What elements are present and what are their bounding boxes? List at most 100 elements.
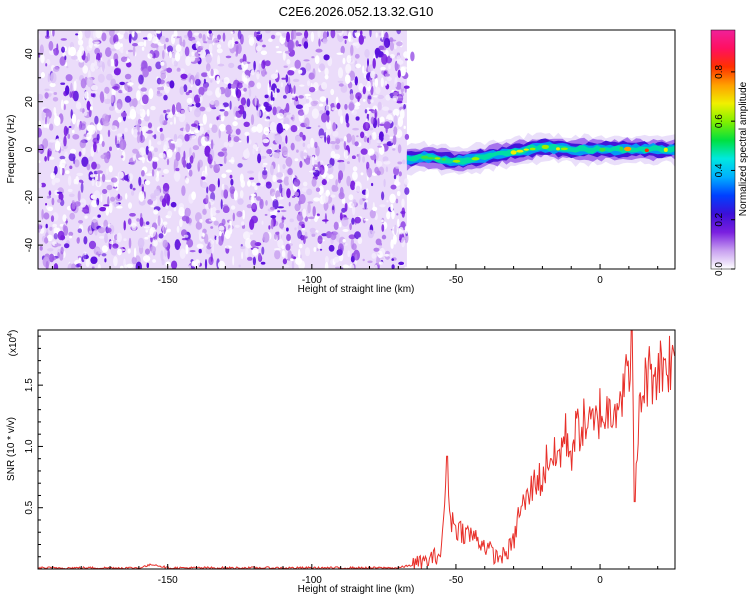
spectrogram-noise-cell — [148, 139, 152, 148]
spectrogram-noise-cell — [223, 77, 230, 85]
spectrogram-noise-cell — [167, 249, 170, 260]
spectrogram-noise-cell — [171, 104, 176, 115]
spectrogram-noise-cell — [243, 121, 250, 128]
spectrogram-noise-cell — [77, 190, 81, 202]
spectrogram-noise-cell — [201, 176, 206, 180]
spectrogram-noise-cell — [241, 61, 249, 71]
spectrogram-noise-cell — [107, 129, 111, 138]
spectrogram-noise-cell — [86, 132, 92, 140]
spectrogram-noise-cell — [160, 61, 165, 66]
spectrogram-noise-cell — [349, 223, 352, 231]
spectrogram-noise-cell — [204, 145, 211, 157]
spectrogram-noise-cell — [360, 172, 364, 176]
snr-frame — [37, 329, 676, 570]
spectrogram-noise-cell — [388, 64, 391, 70]
spectrogram-noise-cell — [71, 200, 75, 204]
spectrogram-noise-cell — [124, 32, 129, 40]
spectrogram-noise-cell — [215, 210, 220, 214]
spectrogram-noise-cell — [175, 44, 182, 53]
spectrogram-noise-cell — [172, 45, 177, 52]
spectrogram-noise-cell — [290, 87, 293, 94]
spectrogram-noise-cell — [78, 39, 84, 46]
spectrogram-noise-cell — [294, 59, 301, 69]
spectrogram-noise-cell — [319, 248, 323, 251]
colorbar-tick-label: 0.8 — [714, 64, 725, 78]
spectrogram-noise-cell — [54, 112, 57, 119]
spectrogram-noise-cell — [213, 220, 219, 226]
spectrogram-noise-cell — [78, 151, 82, 157]
spectrogram-noise-cell — [209, 43, 213, 53]
spectrogram-noise-cell — [384, 73, 390, 77]
spectrogram-noise-cell — [243, 231, 251, 240]
spectrogram-noise-cell — [132, 43, 138, 47]
spectrogram-noise-cell — [102, 120, 110, 127]
spectrogram-noise-cell — [104, 258, 107, 263]
spectrogram-noise-cell — [205, 53, 212, 64]
spectrogram-noise-cell — [396, 186, 400, 190]
spectrogram-noise-cell — [294, 203, 301, 212]
spectrogram-noise-cell — [126, 61, 132, 68]
spectrogram-noise-cell — [401, 237, 406, 248]
spectrogram-noise-cell — [98, 236, 105, 239]
spectrogram-noise-cell — [110, 48, 117, 52]
spectrogram-noise-cell — [307, 216, 315, 220]
spectrogram-noise-cell — [404, 133, 410, 140]
spectrogram-noise-cell — [303, 41, 309, 49]
spectrogram-noise-cell — [129, 108, 137, 120]
spectrogram-noise-cell — [250, 193, 256, 197]
spectrogram-noise-cell — [260, 155, 267, 159]
spectrogram-noise-cell — [185, 177, 190, 184]
spectrogram-noise-cell — [256, 71, 260, 80]
spectrogram-y-axis: -40 -20 0 20 40 — [24, 29, 43, 270]
spectrogram-noise-cell — [243, 74, 248, 84]
spectrogram-noise-cell — [231, 83, 237, 89]
spectrogram-noise-cell — [176, 67, 181, 72]
spectrogram-noise-cell — [64, 151, 69, 161]
spectrogram-noise-cell — [79, 139, 87, 149]
spectrogram-noise-cell — [326, 173, 330, 183]
spectrogram-noise-cell — [72, 134, 80, 140]
spectrogram-noise-cell — [79, 59, 84, 63]
colorbar-label: Normalized spectral amplitude — [738, 81, 749, 216]
spectrogram-noise-cell — [256, 196, 261, 201]
spectrogram-noise-cell — [303, 181, 308, 187]
spectrogram-noise-cell — [335, 138, 341, 144]
spectrogram-noise-cell — [353, 249, 360, 261]
spectrogram-noise-cell — [136, 218, 140, 222]
spectrogram-noise-cell — [199, 218, 203, 223]
spectrogram-noise-cell — [152, 160, 158, 170]
spectrogram-noise-cell — [298, 249, 301, 259]
spectrogram-noise-cell — [173, 60, 178, 67]
spectrogram-noise-cell — [309, 86, 316, 93]
spectrogram-noise-cell — [131, 190, 135, 196]
x-tick-label: 0 — [597, 575, 603, 586]
spectrogram-noise-cell — [392, 234, 397, 245]
spectrogram-noise-cell — [324, 74, 329, 80]
spectrogram-noise-cell — [48, 40, 54, 51]
spectrogram-noise-cell — [51, 197, 55, 206]
spectrogram-noise-cell — [117, 248, 122, 256]
spectrogram-noise-cell — [364, 48, 370, 58]
spectrogram-noise-cell — [146, 109, 150, 117]
spectrogram-noise-cell — [97, 144, 100, 153]
spectrogram-noise-cell — [132, 148, 139, 154]
spectrogram-noise-cell — [325, 110, 330, 116]
spectrogram-noise-cell — [283, 95, 287, 99]
spectrogram-noise-cell — [238, 264, 241, 268]
spectrogram-noise-cell — [237, 198, 244, 205]
spectrogram-noise-cell — [362, 65, 365, 74]
spectrogram-noise-cell — [92, 93, 96, 98]
spectrogram-noise-cell — [263, 167, 266, 171]
y-tick-label: 20 — [24, 96, 35, 108]
spectrogram-noise-cell — [152, 259, 157, 263]
spectrogram-noise-cell — [201, 181, 208, 189]
spectrogram-noise-cell — [277, 210, 281, 213]
spectrogram-noise-cell — [82, 65, 88, 74]
spectrogram-noise-cell — [223, 155, 227, 164]
spectrogram-noise-cell — [210, 253, 213, 262]
spectrogram-noise-cell — [260, 106, 266, 110]
spectrogram-noise-cell — [381, 219, 384, 223]
spectrogram-noise-cell — [158, 171, 161, 174]
spectrogram-noise-cell — [97, 172, 101, 182]
spectrogram-noise-cell — [240, 90, 245, 95]
